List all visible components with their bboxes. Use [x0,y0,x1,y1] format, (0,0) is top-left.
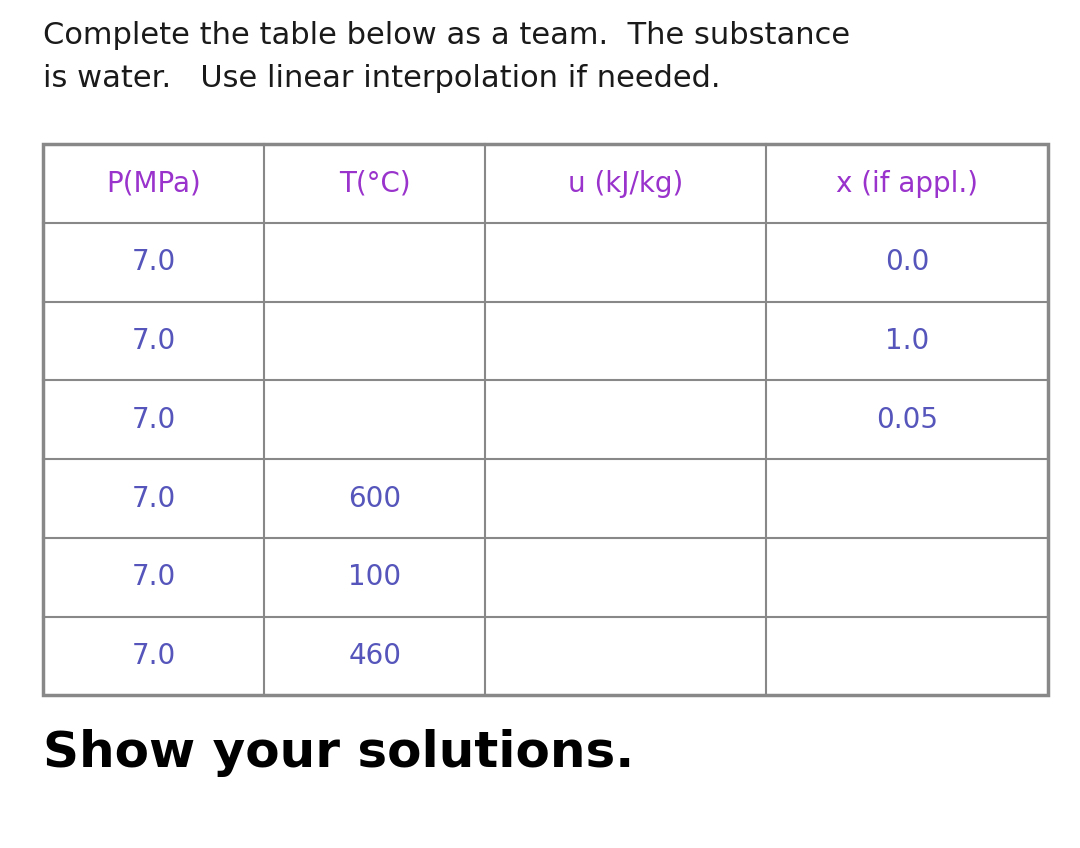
Text: 7.0: 7.0 [132,405,176,434]
Text: Complete the table below as a team.  The substance: Complete the table below as a team. The … [43,21,850,50]
Text: P(MPa): P(MPa) [106,170,201,198]
Text: 7.0: 7.0 [132,563,176,591]
Text: 600: 600 [348,484,401,512]
Text: x (if appl.): x (if appl.) [836,170,978,198]
Text: 7.0: 7.0 [132,484,176,512]
Text: 7.0: 7.0 [132,327,176,355]
Text: 100: 100 [348,563,401,591]
Text: 7.0: 7.0 [132,248,176,276]
Text: u (kJ/kg): u (kJ/kg) [568,170,684,198]
Text: 0.0: 0.0 [885,248,929,276]
Text: T(°C): T(°C) [339,170,410,198]
Text: 460: 460 [348,642,401,670]
Bar [43,144,1048,695]
Text: 7.0: 7.0 [132,642,176,670]
Text: is water.   Use linear interpolation if needed.: is water. Use linear interpolation if ne… [43,64,720,92]
Text: 0.05: 0.05 [876,405,939,434]
Text: 1.0: 1.0 [885,327,929,355]
Text: Show your solutions.: Show your solutions. [43,729,634,778]
